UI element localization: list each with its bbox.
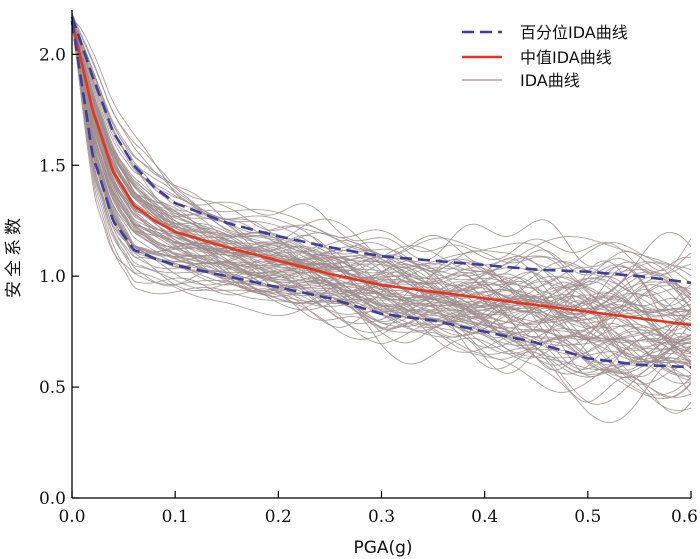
ida-curve: [71, 23, 692, 378]
ida-curve: [71, 13, 692, 364]
ida-curve: [71, 17, 692, 305]
x-tick-label: 0.4: [471, 507, 498, 527]
legend: 百分位IDA曲线 中值IDA曲线 IDA曲线: [462, 23, 628, 90]
ida-curve: [71, 14, 692, 297]
legend-label-percentile: 百分位IDA曲线: [520, 23, 628, 42]
ida-curve: [71, 13, 692, 396]
ida-curve: [71, 24, 692, 370]
ida-curve: [71, 19, 692, 286]
x-tick-label: 0.2: [265, 507, 292, 527]
legend-label-median: 中值IDA曲线: [520, 48, 612, 67]
y-tick-label: 1.0: [39, 267, 66, 287]
legend-label-ida: IDA曲线: [520, 71, 580, 90]
ida-curve: [71, 24, 692, 403]
ida-curve: [71, 21, 692, 332]
ida-curve: [71, 22, 692, 423]
percentile-ida-curve: [70, 16, 692, 285]
x-tick-label: 0.0: [58, 507, 85, 527]
ida-curve: [71, 12, 692, 374]
x-tick-label: 0.3: [368, 507, 395, 527]
ida-curve-bundle: [71, 12, 692, 423]
summary-curves: [70, 16, 692, 369]
y-tick-label: 1.5: [39, 156, 66, 176]
ticks: 0.0 0.1 0.2 0.3 0.4 0.5 0.6 0.0 0.5 1.0 1.5 2.0: [39, 45, 698, 527]
ida-curve: [71, 23, 692, 414]
ida-curve: [71, 21, 692, 375]
ida-curve: [71, 19, 692, 354]
y-axis-title: 安全系数: [4, 214, 24, 298]
x-axis-title: PGA(g): [353, 538, 412, 558]
x-tick-label: 0.6: [671, 507, 698, 527]
y-tick-label: 2.0: [39, 45, 66, 65]
ida-curve: [71, 17, 692, 271]
ida-curve: [71, 12, 692, 398]
x-tick-label: 0.1: [162, 507, 189, 527]
ida-curve: [71, 23, 692, 309]
ida-curve: [71, 13, 692, 366]
y-tick-label: 0.5: [39, 378, 66, 398]
ida-curve: [71, 13, 692, 394]
axes: [71, 10, 691, 499]
ida-curve: [71, 25, 692, 314]
ida-curve: [71, 24, 692, 340]
ida-curve: [71, 20, 692, 339]
percentile-ida-curve: [70, 20, 692, 369]
x-tick-label: 0.5: [574, 507, 601, 527]
ida-curve: [71, 13, 692, 273]
ida-curve: [71, 17, 692, 355]
median-ida-curve: [70, 20, 692, 327]
ida-curve: [71, 18, 692, 363]
ida-curve: [71, 23, 692, 366]
y-tick-label: 0.0: [39, 489, 66, 509]
ida-curve: [71, 13, 692, 411]
